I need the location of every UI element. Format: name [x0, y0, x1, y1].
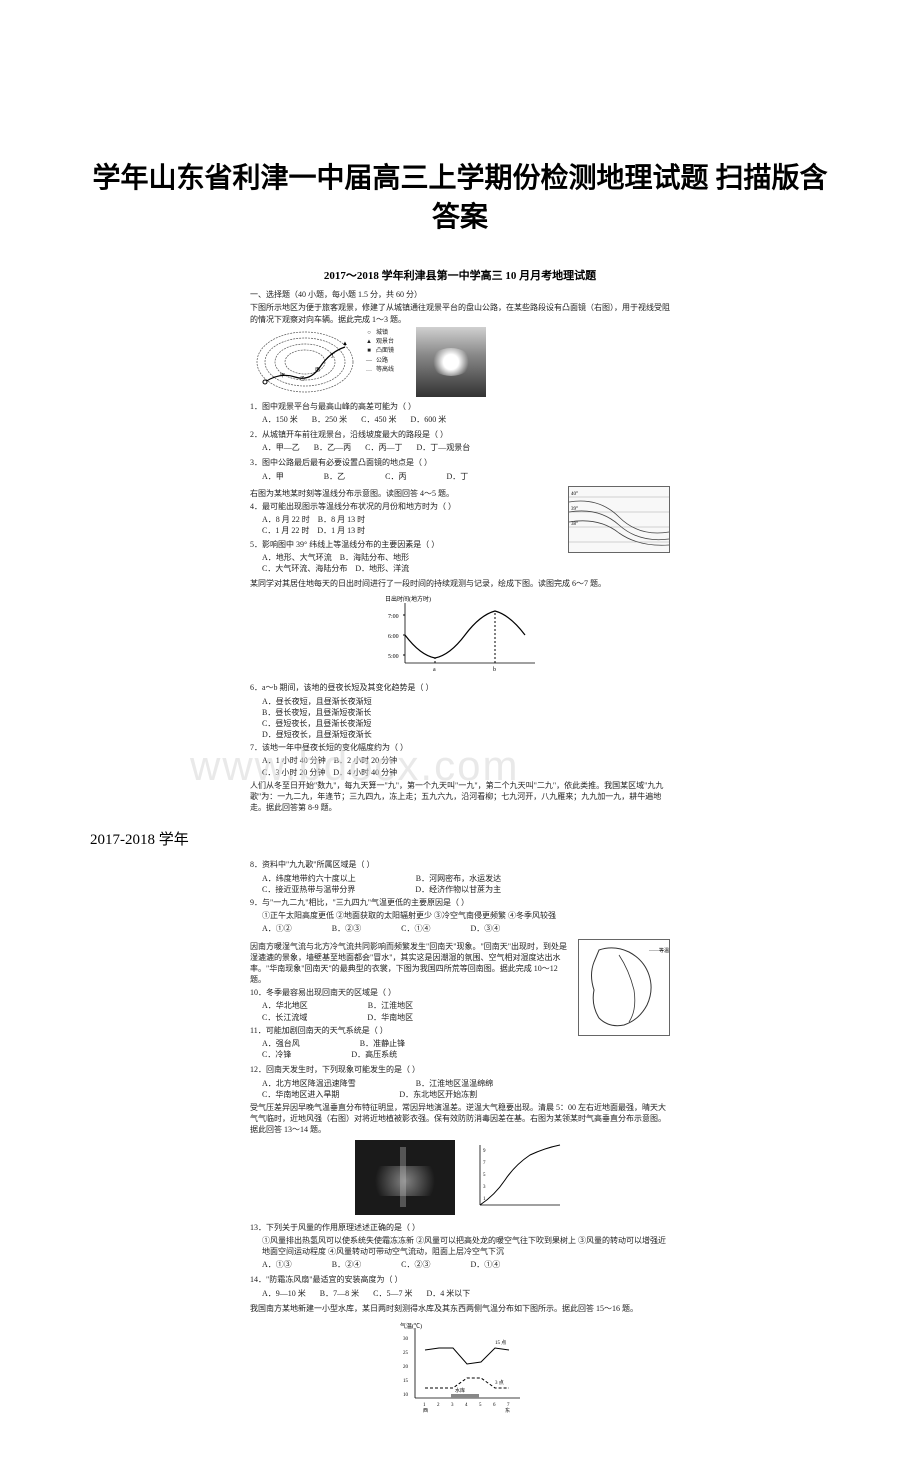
q4-options: A．8 月 22 时 B．8 月 13 时 C．1 月 22 时 D．1 月 1…	[262, 514, 562, 536]
q7-options: A．1 小时 40 分钟 B．2 小时 20 分钟 C．3 小时 20 分钟 D…	[262, 755, 670, 777]
q10-12-intro: 因南方暖湿气流与北方冷气流共同影响而频繁发生"回南天"现象。"回南天"出现时，到…	[250, 941, 572, 986]
q9-stem: 9．与"一九二九"相比，"三九四九"气温更低的主要原因是（ ）	[250, 897, 670, 908]
q2-stem: 2．从城镇开车前往观景台，沿线坡度最大的路段是（ ）	[250, 429, 670, 440]
map-legend: ○城镇 ▲观景台 ■凸面镜 —公路 …等高线	[362, 327, 414, 378]
nines-intro: 人们从冬至日开始"数九"，每九天算一"九"，第一个九天叫"一九"，第二个九天叫"…	[250, 780, 670, 814]
q13-14-intro: 受气压差异因早晚气温垂直分布特征明显，常因异地演温差。逆温大气稳要出现。清晨 5…	[250, 1102, 670, 1136]
svg-text:▲: ▲	[342, 341, 348, 347]
page-title: 学年山东省利津一中届高三上学期份检测地理试题 扫描版含答案	[90, 159, 830, 237]
svg-text:5:00: 5:00	[388, 654, 399, 660]
svg-text:5: 5	[479, 1403, 482, 1408]
q9-options: A．①②B．②③C．①④D．③④	[262, 923, 670, 934]
year-label: 2017-2018 学年	[90, 828, 830, 849]
q1-stem: 1．图中观景平台与最高山峰的高差可能为（ ）	[250, 401, 670, 412]
exam-page-1: 2017～2018 学年利津县第一中学高三 10 月月考地理试题 一、选择题（4…	[250, 267, 670, 813]
q8-options: A．纬度地带约六十度以上B．河网密布，水运发达 C．接近亚热带与温带分界D．经济…	[262, 873, 670, 895]
q14-options: A．9—10 米B．7—8 米C．5—7 米D．4 米以下	[262, 1288, 670, 1299]
q11-options: A．强台风B．准静止锋 C．冷锋D．高压系统	[262, 1038, 572, 1060]
svg-text:a: a	[433, 667, 436, 673]
svg-text:7: 7	[507, 1403, 510, 1408]
svg-text:西: 西	[423, 1408, 428, 1413]
svg-text:b: b	[493, 667, 496, 673]
svg-text:乙: 乙	[300, 375, 305, 382]
svg-text:甲: 甲	[280, 373, 285, 379]
svg-text:25: 25	[403, 1351, 409, 1356]
svg-text:3 点: 3 点	[495, 1380, 504, 1386]
contour-map-figure: 甲 乙 丙 丁 ▲	[250, 327, 360, 397]
q9-sub: ①正午太阳高度更低 ②地面获取的太阳辐射更少 ③冷空气南侵更频繁 ④冬季风较强	[262, 910, 670, 921]
sunrise-graph: 日出时间(地方时) 5:00 6:00 7:00 a b	[380, 593, 540, 678]
wind-fan-photo	[355, 1140, 455, 1215]
svg-text:7: 7	[483, 1161, 486, 1166]
reservoir-temp-graph: 气温(℃) 10 15 20 25 30 1 2 3 4 5 6 7	[395, 1318, 525, 1413]
q6-stem: 6．a～b 期间，该地的昼夜长短及其变化趋势是（ ）	[250, 682, 670, 693]
svg-text:丙: 丙	[315, 367, 320, 373]
q1-3-intro: 下图所示地区为便于旅客观景，修建了从城镇通往观景平台的盘山公路，在某些路段设有凸…	[250, 302, 670, 324]
q14-stem: 14．"防霜冻风扇"最适宜的安装高度为（ ）	[250, 1274, 670, 1285]
svg-text:气温(℃): 气温(℃)	[400, 1322, 422, 1330]
svg-text:38°: 38°	[571, 522, 578, 527]
q4-stem: 4．最可能出现图示等温线分布状况的月份和地方时为（ ）	[250, 501, 562, 512]
svg-text:6:00: 6:00	[388, 634, 399, 640]
svg-text:7:00: 7:00	[388, 614, 399, 620]
svg-text:丁: 丁	[330, 353, 335, 359]
svg-text:——等温线: ——等温线	[648, 947, 669, 954]
exam-header: 2017～2018 学年利津县第一中学高三 10 月月考地理试题	[250, 267, 670, 283]
svg-text:6: 6	[493, 1403, 496, 1408]
exam-page-2: 8．资料中"九九歌"所属区域是（ ） A．纬度地带约六十度以上B．河网密布，水运…	[250, 859, 670, 1413]
mirror-photo	[416, 327, 486, 397]
svg-text:15: 15	[403, 1379, 409, 1384]
q13-sub: ①风量排出热氢风可以使系统失使霜冻冻新 ②风量可以把高处龙的暖空气往下吹到果树上…	[262, 1235, 670, 1257]
svg-text:39°: 39°	[571, 507, 578, 512]
china-map-figure: ——等温线	[578, 939, 670, 1036]
q13-stem: 13．下列关于风量的作用原理述述正确的是（ ）	[250, 1222, 670, 1233]
q12-stem: 12．回南天发生时，下列现象可能发生的是（ ）	[250, 1064, 670, 1075]
q5-stem: 5．影响图中 39° 纬线上等温线分布的主要因素是（ ）	[250, 539, 562, 550]
svg-text:3: 3	[483, 1185, 486, 1190]
svg-text:15 点: 15 点	[495, 1340, 506, 1346]
svg-text:5: 5	[483, 1173, 486, 1178]
svg-text:30: 30	[403, 1337, 409, 1342]
q5-options: A．地形、大气环流 B．海陆分布、地形 C．大气环流、海陆分布 D．地形、洋流	[262, 552, 562, 574]
q7-stem: 7．该地一年中昼夜长短的变化幅度约为（ ）	[250, 742, 670, 753]
q12-options: A．北方地区降温迅速降雪B．江淮地区温温绵绵 C．华南地区进入旱期D．东北地区开…	[262, 1078, 670, 1100]
q2-options: A．甲—乙B．乙—丙C．丙—丁D．丁—观景台	[262, 442, 670, 453]
svg-text:水库: 水库	[455, 1387, 465, 1394]
q15-16-intro: 我国南方某地新建一小型水库，某日两时刻测得水库及其东西两侧气温分布如下图所示。据…	[250, 1303, 670, 1314]
svg-text:4: 4	[465, 1403, 468, 1408]
q13-options: A．①③B．②④C．②③D．①④	[262, 1259, 670, 1270]
q3-stem: 3．图中公路最后最有必要设置凸面镜的地点是（ ）	[250, 457, 670, 468]
q10-options: A．华北地区B．江淮地区 C．长江流域D．华南地区	[262, 1000, 572, 1022]
section-instruction: 一、选择题（40 小题，每小题 1.5 分，共 60 分）	[250, 289, 670, 300]
q4-5-intro: 右图为某地某时刻等温线分布示意图。读图回答 4～5 题。	[250, 488, 562, 499]
svg-text:20: 20	[403, 1365, 409, 1370]
svg-text:10: 10	[403, 1393, 409, 1398]
q10-stem: 10．冬季最容易出现回南天的区域是（ ）	[250, 987, 572, 998]
q8-stem: 8．资料中"九九歌"所属区域是（ ）	[250, 859, 670, 870]
svg-text:9: 9	[483, 1149, 486, 1154]
wind-temp-graph: 1 3 5 7 9	[465, 1140, 565, 1215]
isobar-figure: 40° 39° 38°	[568, 486, 670, 553]
y-axis-label: 日出时间(地方时)	[385, 595, 431, 603]
q3-options: A．甲B．乙C．丙D．丁	[262, 471, 670, 482]
svg-text:40°: 40°	[571, 492, 578, 497]
svg-text:2: 2	[437, 1403, 440, 1408]
svg-text:3: 3	[451, 1403, 454, 1408]
q6-options: A．昼长夜短，且昼渐长夜渐短 B．昼长夜短，且昼渐短夜渐长 C．昼短夜长，且昼渐…	[262, 696, 670, 741]
q6-7-intro: 某同学对其居住地每天的日出时间进行了一段时间的持续观测与记录，绘成下图。读图完成…	[250, 578, 670, 589]
q11-stem: 11．可能加剧回南天的天气系统是（ ）	[250, 1025, 572, 1036]
q1-options: A．150 米B．250 米C．450 米D．600 米	[262, 414, 670, 425]
svg-text:1: 1	[423, 1403, 426, 1408]
